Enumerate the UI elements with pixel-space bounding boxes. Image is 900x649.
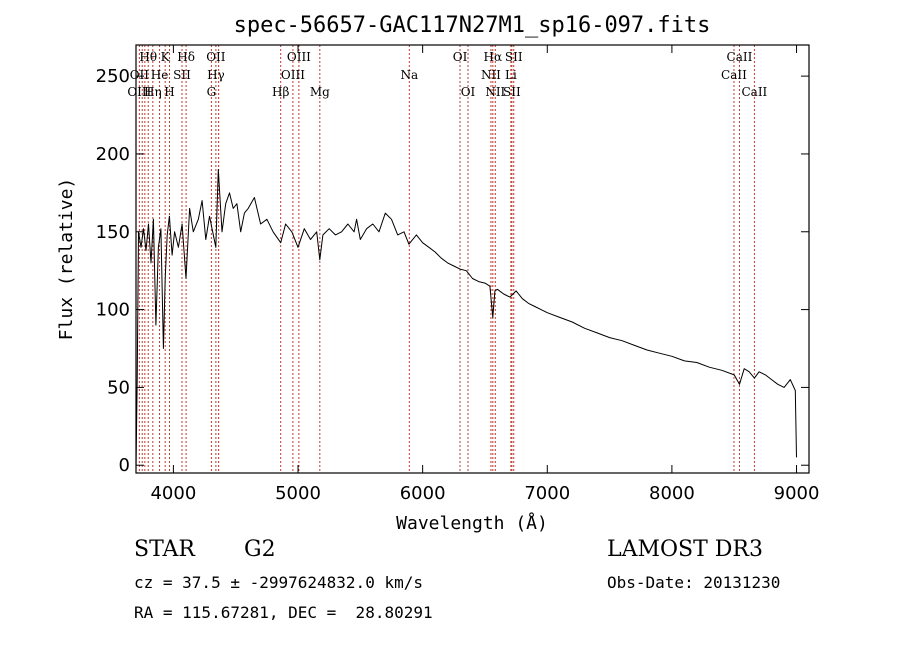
y-tick-label-0: 0 — [119, 455, 130, 476]
marker-label-6: Hα — [484, 50, 503, 64]
object-subclass: G2 — [244, 537, 276, 562]
x-tick-label-4000: 4000 — [150, 483, 196, 504]
marker-label-24: OI — [461, 85, 476, 99]
marker-label-5: OI — [453, 50, 468, 64]
marker-label-27: CaII — [741, 85, 767, 99]
marker-label-14: Na — [400, 68, 418, 82]
marker-label-23: Mg — [310, 85, 330, 99]
y-tick-label-50: 50 — [107, 377, 130, 398]
marker-label-7: SII — [505, 50, 523, 64]
coordinates-line: RA = 115.67281, DEC = 28.80291 — [134, 603, 433, 622]
marker-label-8: CaII — [727, 50, 753, 64]
marker-label-3: OII — [206, 50, 226, 64]
y-axis-label: Flux (relative) — [56, 178, 77, 341]
marker-label-13: OIII — [281, 68, 305, 82]
redshift-line: cz = 37.5 ± -2997624832.0 km/s — [134, 573, 423, 592]
x-tick-label-8000: 8000 — [649, 483, 695, 504]
marker-label-11: SII — [173, 68, 191, 82]
x-tick-label-6000: 6000 — [400, 483, 446, 504]
chart-title: spec-56657-GAC117N27M1_sp16-097.fits — [234, 13, 711, 38]
y-axis-ticks: 0 50 100 150 200 250 — [96, 66, 809, 476]
marker-label-22: Hβ — [272, 85, 289, 99]
x-tick-label-9000: 9000 — [774, 483, 820, 504]
y-tick-label-100: 100 — [96, 300, 130, 321]
survey-name: LAMOST DR3 — [607, 537, 763, 562]
marker-label-0: Hθ — [139, 50, 157, 64]
y-tick-label-200: 200 — [96, 144, 130, 165]
marker-label-4: OIII — [287, 50, 311, 64]
marker-label-21: G — [207, 85, 217, 99]
spectrum-line-0 — [135, 169, 797, 470]
marker-label-18: OIII — [127, 85, 151, 99]
marker-label-1: K — [161, 50, 171, 64]
x-tick-label-7000: 7000 — [524, 483, 570, 504]
marker-label-19: Hη — [144, 85, 162, 99]
observation-date: Obs-Date: 20131230 — [607, 573, 781, 592]
marker-label-12: Hγ — [207, 68, 225, 82]
marker-label-20: H — [164, 85, 174, 99]
x-axis-label: Wavelength (Å) — [396, 512, 548, 534]
marker-label-9: OII — [130, 68, 150, 82]
y-tick-label-150: 150 — [96, 222, 130, 243]
y-tick-label-250: 250 — [96, 66, 130, 87]
emission-line-markers — [138, 45, 755, 473]
marker-label-10: He — [151, 68, 169, 82]
object-class: STAR — [134, 537, 195, 562]
marker-label-16: Li — [505, 68, 517, 82]
marker-label-25: NII — [485, 85, 505, 99]
marker-label-15: NII — [481, 68, 501, 82]
plot-frame — [135, 44, 810, 474]
x-tick-label-5000: 5000 — [275, 483, 321, 504]
marker-label-2: Hδ — [177, 50, 195, 64]
marker-label-17: CaII — [721, 68, 747, 82]
x-axis-ticks: 4000 5000 6000 7000 8000 9000 — [150, 45, 819, 504]
marker-label-26: SII — [503, 85, 521, 99]
spectrum-series — [135, 169, 797, 470]
